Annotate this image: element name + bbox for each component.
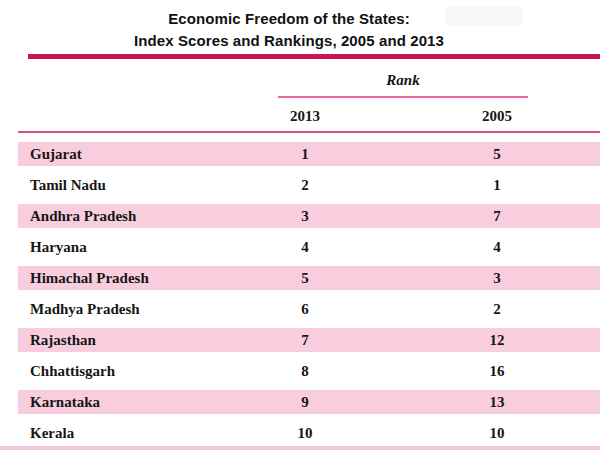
table-row-andhra-pradesh: Andhra Pradesh 3 7	[18, 204, 600, 228]
state-name: Himachal Pradesh	[30, 266, 149, 290]
rank-2005: 1	[447, 173, 547, 197]
bottom-rule	[0, 446, 600, 450]
state-name: Madhya Pradesh	[30, 297, 140, 321]
state-name: Tamil Nadu	[30, 173, 106, 197]
rank-2013: 5	[255, 266, 355, 290]
state-name: Andhra Pradesh	[30, 204, 136, 228]
title-line-2: Index Scores and Rankings, 2005 and 2013	[0, 30, 578, 52]
column-header-2013: 2013	[255, 106, 355, 126]
title-line-1: Economic Freedom of the States:	[0, 8, 578, 30]
table-row-kerala: Kerala 10 10	[18, 421, 600, 445]
rank-2005: 13	[447, 390, 547, 414]
table-row-karnataka: Karnataka 9 13	[18, 390, 600, 414]
rank-2005: 4	[447, 235, 547, 259]
table-row-tamil-nadu: Tamil Nadu 2 1	[18, 173, 600, 197]
rank-2013: 2	[255, 173, 355, 197]
rank-2013: 3	[255, 204, 355, 228]
column-headers: 2013 2005	[0, 106, 600, 126]
rank-2005: 10	[447, 421, 547, 445]
column-header-2005: 2005	[447, 106, 547, 126]
rank-2005: 7	[447, 204, 547, 228]
rank-2005: 12	[447, 328, 547, 352]
header-rule	[18, 131, 600, 133]
ranking-table-figure: Economic Freedom of the States: Index Sc…	[0, 0, 600, 450]
rank-2013: 10	[255, 421, 355, 445]
rank-2013: 6	[255, 297, 355, 321]
rank-2013: 7	[255, 328, 355, 352]
rank-2005: 16	[447, 359, 547, 383]
state-name: Karnataka	[30, 390, 100, 414]
figure-title: Economic Freedom of the States: Index Sc…	[0, 8, 578, 52]
rank-2013: 1	[255, 142, 355, 166]
rank-2013: 8	[255, 359, 355, 383]
table-row-haryana: Haryana 4 4	[18, 235, 600, 259]
state-name: Kerala	[30, 421, 74, 445]
rank-2005: 2	[447, 297, 547, 321]
title-rule	[28, 54, 600, 59]
rank-2013: 9	[255, 390, 355, 414]
rank-group-underline	[278, 96, 528, 98]
rank-2005: 3	[447, 266, 547, 290]
state-name: Gujarat	[30, 142, 82, 166]
rank-2013: 4	[255, 235, 355, 259]
table-row-rajasthan: Rajasthan 7 12	[18, 328, 600, 352]
table-row-chhattisgarh: Chhattisgarh 8 16	[18, 359, 600, 383]
rank-group-header: Rank	[278, 72, 528, 89]
table-row-gujarat: Gujarat 1 5	[18, 142, 600, 166]
table-row-madhya-pradesh: Madhya Pradesh 6 2	[18, 297, 600, 321]
state-name: Haryana	[30, 235, 87, 259]
table-body: Gujarat 1 5 Tamil Nadu 2 1 Andhra Prades…	[18, 142, 600, 450]
rank-2005: 5	[447, 142, 547, 166]
table-row-himachal-pradesh: Himachal Pradesh 5 3	[18, 266, 600, 290]
state-name: Chhattisgarh	[30, 359, 115, 383]
state-name: Rajasthan	[30, 328, 96, 352]
